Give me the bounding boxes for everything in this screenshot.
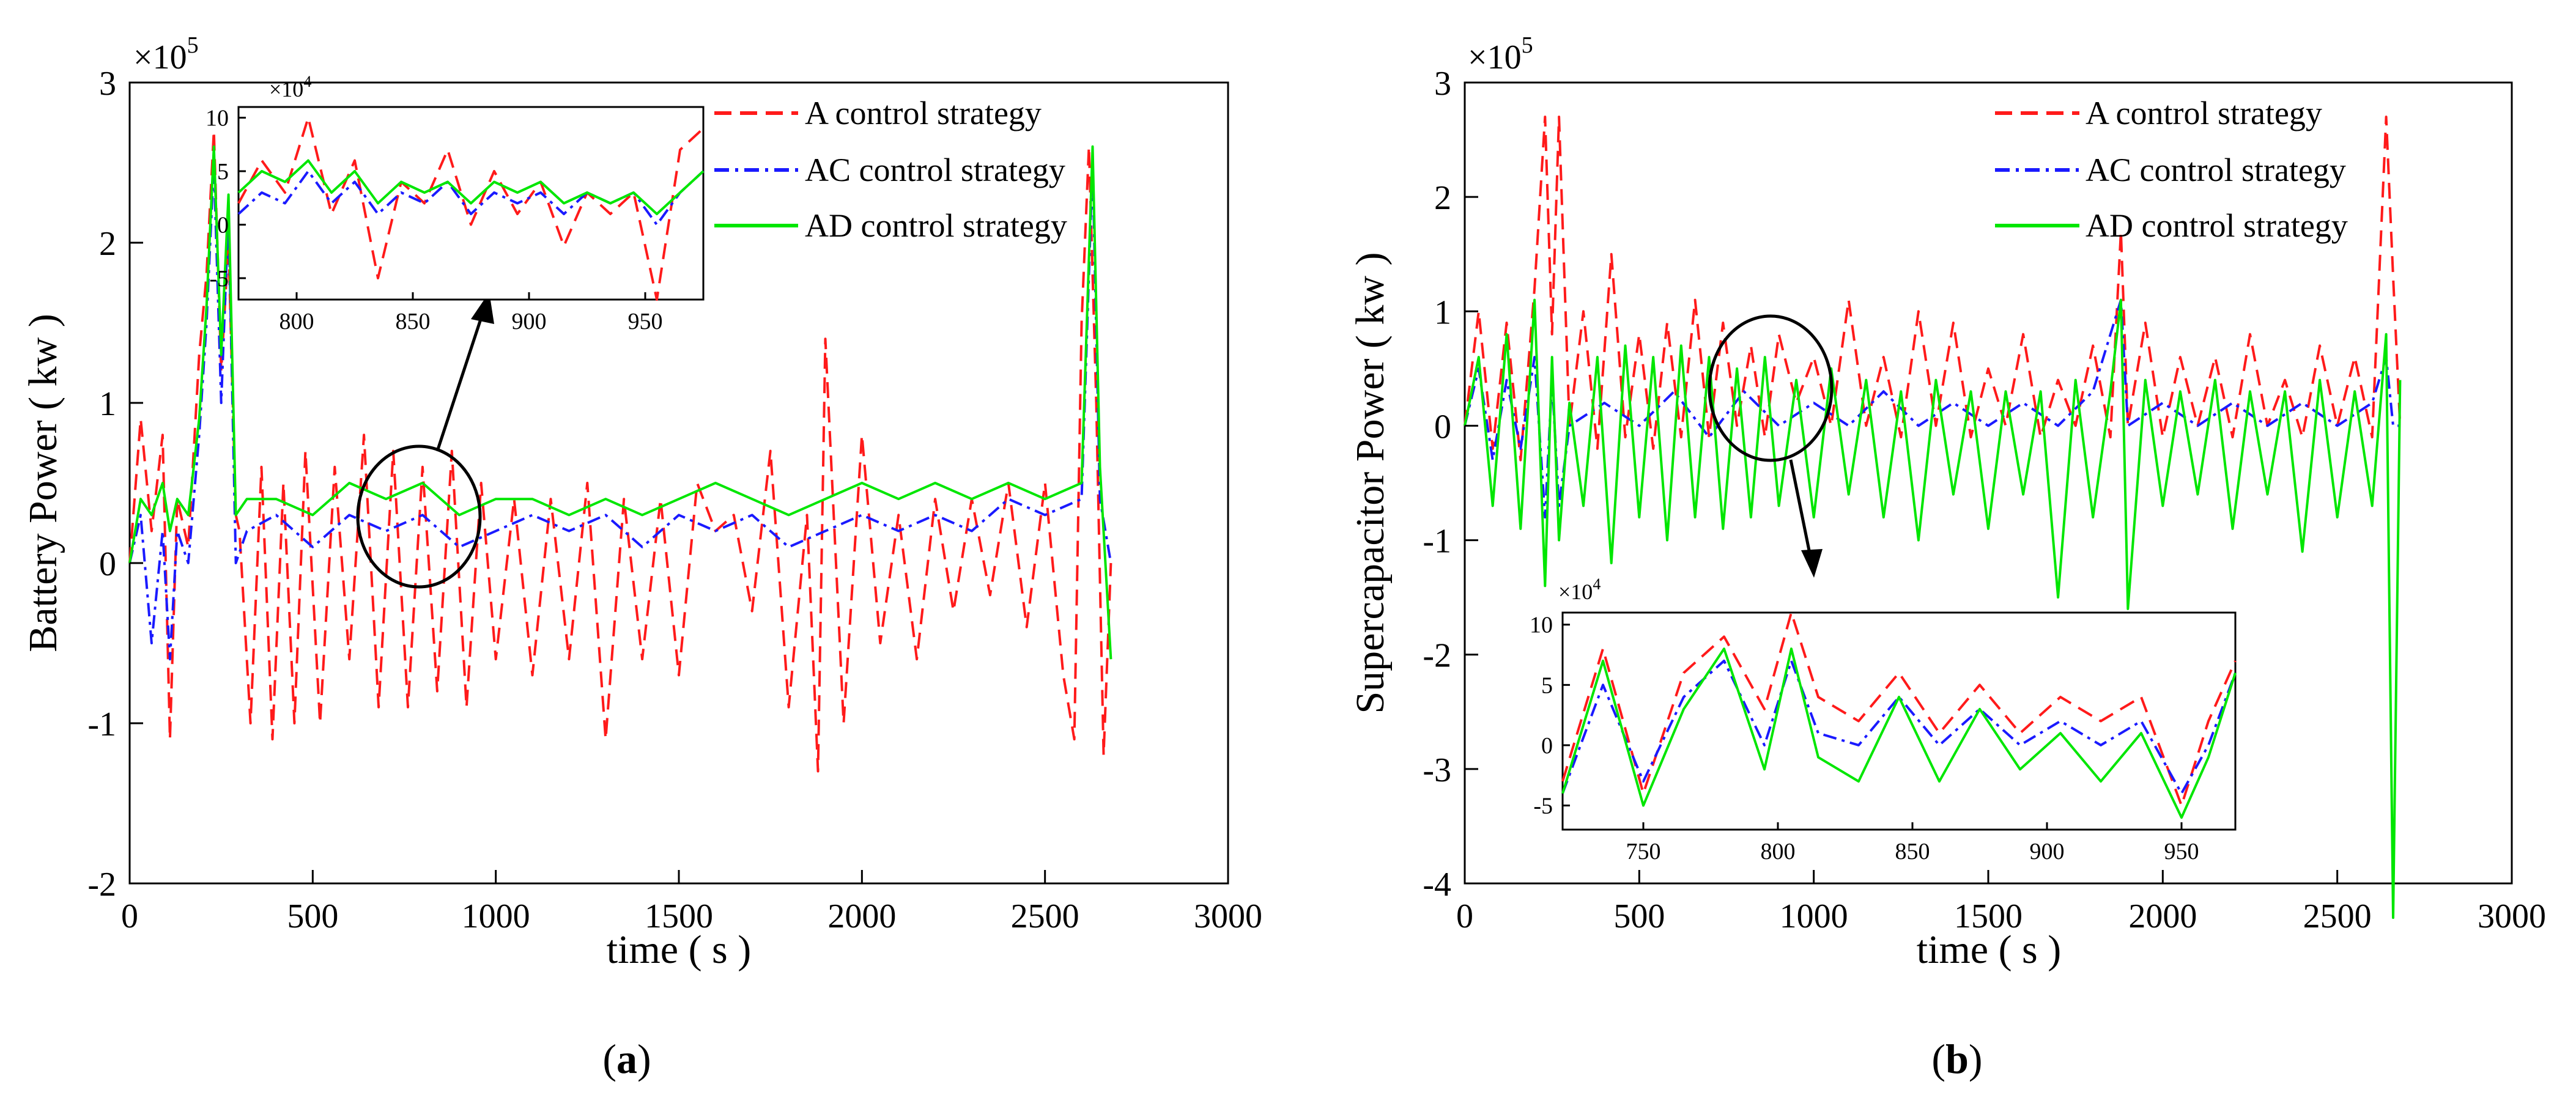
panel-a-x-tick-label: 500: [287, 897, 338, 935]
panel-a-inset-series-line-3: [237, 159, 705, 215]
panel-a-x-tick-label: 1500: [645, 897, 713, 935]
panel-a-x-tick-label: 2500: [1011, 897, 1079, 935]
panel-b-y-ticks: -4 -3 -2 -1 0 1 2 3: [1423, 65, 1478, 904]
panel-b-inset-x-ticks: 750 800 850 900 950: [1626, 822, 2199, 864]
panel-b-zoom-circle: [1708, 314, 1834, 462]
panel-b-y-tick-label: 0: [1434, 408, 1451, 446]
panel-a-chart: 0 500 1000 1500 2000 2500 3000 -2 -1 0 1 2 3 ×105 t…: [21, 32, 1262, 1082]
panel-a-series-group: [128, 129, 1112, 773]
panel-b-inset-y-tick-label: -5: [1533, 794, 1553, 819]
panel-b-y-tick-label: 3: [1434, 65, 1451, 103]
panel-b-inset-x-tick-label: 950: [2164, 839, 2199, 864]
panel-b-x-ticks: 0 500 1000 1500 2000 2500 3000: [1456, 870, 2546, 935]
panel-a-y-tick-label: 0: [99, 545, 116, 583]
panel-b-inset-y-tick-label: 10: [1530, 613, 1553, 638]
panel-a-label: (a): [602, 1036, 651, 1082]
panel-b-y-tick-label: -4: [1423, 866, 1451, 904]
panel-b-x-axis-label: time ( s ): [1917, 927, 2061, 972]
panel-a-y-ticks: -2 -1 0 1 2 3: [87, 65, 143, 904]
panel-a-y-multiplier: ×105: [133, 32, 199, 76]
panel-a-x-ticks: 0 500 1000 1500 2000 2500 3000: [121, 870, 1262, 935]
panel-a-y-tick-label: 1: [99, 385, 116, 423]
panel-b-x-tick-label: 2500: [2303, 897, 2372, 935]
panel-b-inset-y-ticks: -5 0 5 10: [1530, 613, 1570, 819]
panel-b-inset-series-line-2: [1561, 659, 2237, 795]
panel-a-x-tick-label: 0: [121, 897, 138, 935]
panel-a-zoom-circle: [356, 444, 482, 589]
panel-a-inset-series-line-1: [237, 116, 705, 301]
panel-b-y-tick-label: 2: [1434, 179, 1451, 217]
panel-b-inset-series-line-1: [1561, 611, 2237, 807]
panel-b-x-tick-label: 1500: [1954, 897, 2023, 935]
panel-a-legend: A control strategy AC control strategy A…: [714, 95, 1067, 244]
panel-a-x-tick-label: 2000: [827, 897, 896, 935]
panel-a-inset-x-tick-label: 900: [512, 309, 547, 334]
panel-b-inset-series-line-3: [1561, 647, 2237, 819]
panel-a-series-line-3: [128, 145, 1112, 660]
panel-b-series-line-3: [1464, 298, 2402, 919]
panel-b-legend-label-ad: AD control strategy: [2086, 207, 2348, 244]
panel-b-x-tick-label: 500: [1613, 897, 1665, 935]
panel-b-series-line-1: [1464, 116, 2402, 462]
panel-b-chart: 0 500 1000 1500 2000 2500 3000 -4 -3 -2 -1 0 1 2 3 ×1…: [1348, 32, 2546, 1082]
panel-a-inset-x-tick-label: 800: [279, 309, 314, 334]
panel-a-y-tick-label: -1: [87, 706, 116, 743]
panel-b-x-tick-label: 3000: [2478, 897, 2546, 935]
panel-b-inset-x-tick-label: 750: [1626, 839, 1661, 864]
panel-b-legend-label-a: A control strategy: [2086, 95, 2322, 131]
panel-a-legend-label-ac: AC control strategy: [805, 152, 1065, 188]
panel-a-y-tick-label: 2: [99, 225, 116, 263]
panel-b-series-group: [1464, 116, 2402, 919]
panel-a-legend-label-ad: AD control strategy: [805, 207, 1067, 244]
panel-a-x-axis-label: time ( s ): [607, 927, 751, 972]
panel-b-zoom-arrow-head: [1801, 549, 1823, 578]
panel-b-legend-label-ac: AC control strategy: [2086, 152, 2346, 188]
panel-a-inset-y-tick-label: 0: [217, 213, 229, 238]
panel-b-inset-x-tick-label: 850: [1895, 839, 1930, 864]
panel-b-y-tick-label: -2: [1423, 637, 1451, 675]
panel-b-y-tick-label: -3: [1423, 751, 1451, 789]
panel-b-y-multiplier: ×105: [1468, 32, 1533, 76]
panel-a-legend-label-a: A control strategy: [805, 95, 1042, 131]
panel-b-y-axis-label: Supercapacitor Power ( kw ): [1348, 252, 1393, 713]
panel-a-inset-series-group: [237, 116, 705, 301]
panel-a-inset-x-tick-label: 850: [396, 309, 431, 334]
panel-b-y-tick-label: 1: [1434, 293, 1451, 331]
panel-b-x-tick-label: 2000: [2128, 897, 2197, 935]
panel-b-label: (b): [1931, 1036, 1982, 1082]
panel-a-inset: 800 850 900 950 -5 0 5 10 ×104: [205, 73, 705, 334]
panel-b-inset-frame: [1561, 611, 2237, 831]
panel-a-inset-y-tick-label: -5: [209, 266, 229, 292]
panel-a-x-tick-label: 3000: [1194, 897, 1262, 935]
panel-a-inset-y-tick-label: 10: [205, 106, 229, 131]
panel-a-y-tick-label: -2: [87, 866, 116, 904]
panel-a-inset-y-tick-label: 5: [217, 159, 229, 185]
panel-a-inset-x-tick-label: 950: [628, 309, 663, 334]
panel-b-x-tick-label: 0: [1456, 897, 1473, 935]
panel-b-legend: A control strategy AC control strategy A…: [1995, 95, 2348, 244]
panel-b-x-tick-label: 1000: [1780, 897, 1848, 935]
panel-b-inset-series-group: [1561, 611, 2237, 819]
panel-a-inset-y-ticks: -5 0 5 10: [205, 106, 246, 292]
panel-a-zoom-arrow: [435, 311, 485, 452]
panel-a-series-line-2: [128, 161, 1112, 661]
panel-b-inset-x-tick-label: 800: [1761, 839, 1796, 864]
panel-b-zoom-arrow: [1789, 459, 1812, 557]
panel-b-inset-y-tick-label: 5: [1541, 672, 1553, 698]
panel-a-inset-y-multiplier: ×104: [269, 73, 311, 101]
panel-b-inset-y-tick-label: 0: [1541, 733, 1553, 759]
panel-b-series-line-2: [1464, 298, 2400, 519]
panel-b-inset-x-tick-label: 900: [2030, 839, 2065, 864]
panel-b-inset: 750 800 850 900 950 -5 0 5 10 ×104: [1530, 575, 2237, 864]
panel-a-y-axis-label: Battery Power ( kw ): [21, 314, 65, 652]
panel-b-inset-y-multiplier: ×104: [1558, 575, 1601, 604]
panel-a-x-tick-label: 1000: [462, 897, 530, 935]
panel-a-inset-x-ticks: 800 850 900 950: [279, 292, 663, 334]
panel-a-y-tick-label: 3: [99, 65, 116, 103]
panel-b-y-tick-label: -1: [1423, 523, 1451, 561]
